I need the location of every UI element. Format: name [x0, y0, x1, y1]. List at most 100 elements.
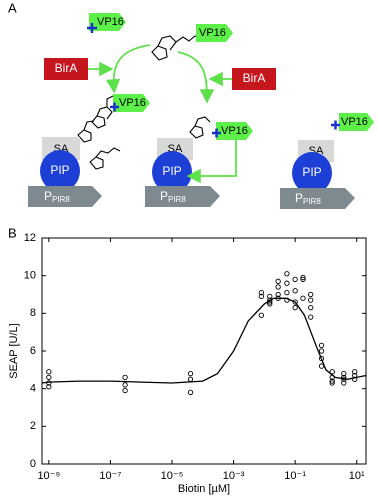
- data-point: [46, 380, 52, 386]
- data-point: [341, 370, 347, 377]
- vp16-tag: VP16: [331, 113, 374, 131]
- data-point: [318, 342, 325, 348]
- biotin-molecule: [89, 147, 121, 170]
- data-point: [292, 299, 298, 305]
- vp16-tag: VP16: [87, 13, 126, 33]
- vp16-label: VP16: [341, 116, 368, 128]
- plot-frame: [41, 237, 367, 465]
- data-point: [352, 369, 358, 375]
- data-point: [275, 278, 281, 284]
- y-tick-label: 6: [30, 345, 36, 357]
- promoter-p: P: [44, 189, 52, 203]
- data-point: [292, 288, 298, 294]
- data-point: [284, 280, 290, 286]
- promoter-p: P: [295, 191, 303, 205]
- vp16-label: VP16: [97, 16, 124, 28]
- data-point: [258, 289, 265, 296]
- data-point: [300, 295, 306, 301]
- activation-arrow: [186, 140, 237, 184]
- data-point: [308, 291, 314, 298]
- y-axis-label: SEAP [U/L]: [8, 323, 20, 378]
- data-point: [187, 370, 194, 377]
- vp16-tag: VP16: [196, 24, 233, 42]
- promoter-sub: PIR8: [52, 195, 70, 204]
- x-tick-label: 10⁻³: [223, 470, 245, 482]
- vp16-label: VP16: [119, 97, 146, 109]
- bira-box: BirA: [232, 68, 276, 90]
- x-tick-label: 10⁻⁹: [37, 470, 60, 482]
- panel-label: B: [8, 225, 17, 240]
- pip-label: PIP: [50, 163, 69, 177]
- pip-ellipse: [292, 152, 332, 194]
- data-point: [267, 299, 273, 305]
- data-point: [352, 376, 358, 382]
- x-tick-label: 10⁻⁷: [99, 470, 121, 482]
- x-axis-label: Biotin [µM]: [178, 483, 230, 495]
- data-point: [275, 284, 281, 290]
- data-point: [122, 387, 128, 394]
- data-point: [318, 355, 325, 362]
- vp16-tag: VP16: [212, 122, 253, 140]
- x-tick-label: 10¹: [349, 470, 365, 482]
- promoter: [145, 186, 220, 207]
- data-point: [187, 376, 194, 382]
- y-tick-label: 0: [30, 458, 36, 470]
- data-point: [329, 374, 335, 381]
- data-point: [308, 297, 314, 303]
- reaction-arrow: [105, 44, 151, 94]
- data-point: [329, 378, 335, 384]
- data-point: [258, 293, 265, 300]
- data-point: [122, 382, 128, 388]
- panel-b: B SEAP [U/L] Biotin [µM] 0 2 4 6 8 10 12 10⁻⁹ 10…: [8, 225, 367, 495]
- vp16-tag: VP16: [110, 94, 150, 112]
- pip-label: PIP: [162, 164, 181, 178]
- data-point: [267, 301, 273, 307]
- data-point: [329, 369, 335, 375]
- y-tick-label: 10: [24, 270, 36, 282]
- promoter-sub: PIR8: [168, 195, 186, 204]
- data-point: [329, 380, 335, 386]
- pip-ellipse: [152, 151, 192, 193]
- promoter-label: PPIR8: [160, 189, 186, 204]
- data-point: [267, 293, 273, 300]
- promoter-p: P: [160, 189, 168, 203]
- data-point: [122, 374, 128, 381]
- y-tick-label: 2: [30, 420, 36, 432]
- bira-box: BirA: [44, 58, 88, 80]
- vp16-label: VP16: [221, 125, 248, 137]
- data-point: [275, 291, 281, 298]
- biotin-molecule: [77, 120, 95, 143]
- data-point: [292, 276, 298, 283]
- biotin-molecule: [91, 95, 114, 129]
- panel-a: A VP16 VP16 VP16 VP16 VP16 BirA BirA SA …: [8, 0, 374, 209]
- data-point: [292, 305, 298, 311]
- data-point: [352, 372, 358, 379]
- y-tick-label: 12: [24, 232, 36, 244]
- data-point: [341, 376, 347, 382]
- promoter-label: PPIR8: [295, 191, 321, 206]
- data-point: [341, 374, 347, 381]
- promoter-sub: PIR8: [303, 197, 321, 206]
- biotin-molecule: [151, 35, 202, 61]
- x-tick-label: 10⁻⁵: [161, 470, 184, 482]
- data-point: [318, 363, 325, 369]
- data-point: [308, 305, 314, 311]
- data-point: [267, 297, 273, 303]
- data-point: [46, 369, 52, 375]
- y-tick-label: 8: [30, 307, 36, 319]
- y-tick-label: 4: [30, 383, 36, 395]
- data-point: [275, 295, 281, 301]
- fit-curve: [41, 297, 367, 384]
- data-point: [258, 312, 265, 318]
- data-point: [46, 384, 52, 390]
- data-point: [341, 380, 347, 386]
- data-point: [308, 314, 314, 320]
- data-point: [46, 374, 52, 381]
- data-point: [300, 274, 306, 281]
- promoter-label: PPIR8: [44, 189, 70, 204]
- data-point: [284, 271, 290, 277]
- data-point: [284, 297, 290, 303]
- bira-label: BirA: [243, 71, 266, 85]
- biotin-molecule: [189, 116, 211, 139]
